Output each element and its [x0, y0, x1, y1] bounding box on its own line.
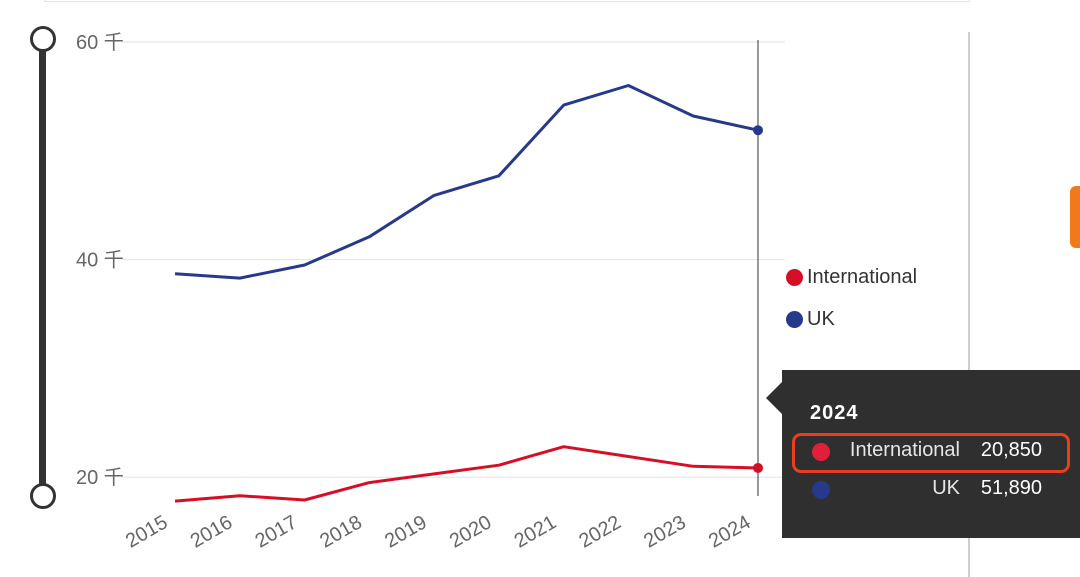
- y-tick-label: 60 千: [76, 31, 124, 54]
- x-tick-label: 2017: [252, 511, 302, 552]
- y-range-slider[interactable]: [30, 26, 56, 510]
- tooltip-marker-uk: [812, 481, 830, 499]
- tooltip-series-value: 20,850: [980, 439, 1042, 461]
- top-panel-edge: [44, 0, 970, 2]
- tooltip-row-international: International 20,850: [792, 433, 1070, 473]
- tooltip-marker-international: [812, 443, 830, 461]
- legend-item-uk[interactable]: UK: [786, 308, 917, 330]
- side-tab[interactable]: [1070, 186, 1080, 248]
- legend-label-international: International: [807, 265, 918, 288]
- slider-handle-top[interactable]: [30, 26, 56, 52]
- hover-point-international: [753, 462, 763, 473]
- tooltip-series-value: 51,890: [980, 477, 1042, 499]
- series-line-uk[interactable]: [174, 84, 759, 280]
- panel-divider: [968, 32, 970, 577]
- x-tick-label: 2015: [122, 511, 172, 552]
- tooltip-row-uk: UK 51,890: [792, 471, 1070, 511]
- hover-point-uk: [753, 125, 763, 136]
- y-tick-label: 40 千: [76, 249, 124, 272]
- legend-label-uk: UK: [807, 307, 835, 330]
- series-lines: [174, 84, 763, 503]
- tooltip-pointer: [766, 382, 782, 414]
- series-line-international[interactable]: [174, 445, 759, 503]
- x-tick-label: 2019: [381, 511, 431, 552]
- x-tick-label: 2020: [446, 511, 496, 552]
- tooltip-series-name: UK: [932, 477, 960, 499]
- x-tick-label: 2024: [705, 511, 755, 552]
- x-tick-label: 2023: [640, 511, 690, 552]
- gridlines: [122, 41, 785, 478]
- slider-handle-bottom[interactable]: [30, 483, 56, 509]
- x-tick-label: 2016: [187, 511, 237, 552]
- slider-track[interactable]: [39, 40, 46, 496]
- legend-marker-uk: [786, 310, 803, 328]
- x-axis-ticks: 2015 2016 2017 2018 2019 2020 2021 2022 2023 2024: [122, 511, 755, 552]
- x-tick-label: 2021: [511, 511, 561, 552]
- y-axis-ticks: 20 千 40 千 60 千: [76, 31, 124, 489]
- tooltip-title: 2024: [810, 402, 859, 424]
- legend-item-international[interactable]: International: [786, 266, 917, 288]
- hover-tooltip: 2024 International 20,850 UK 51,890: [766, 370, 1080, 538]
- legend: International UK: [786, 266, 917, 350]
- x-tick-label: 2018: [316, 511, 366, 552]
- legend-marker-international: [786, 268, 803, 286]
- y-tick-label: 20 千: [76, 466, 124, 489]
- tooltip-series-name: International: [849, 439, 960, 461]
- x-tick-label: 2022: [575, 511, 625, 552]
